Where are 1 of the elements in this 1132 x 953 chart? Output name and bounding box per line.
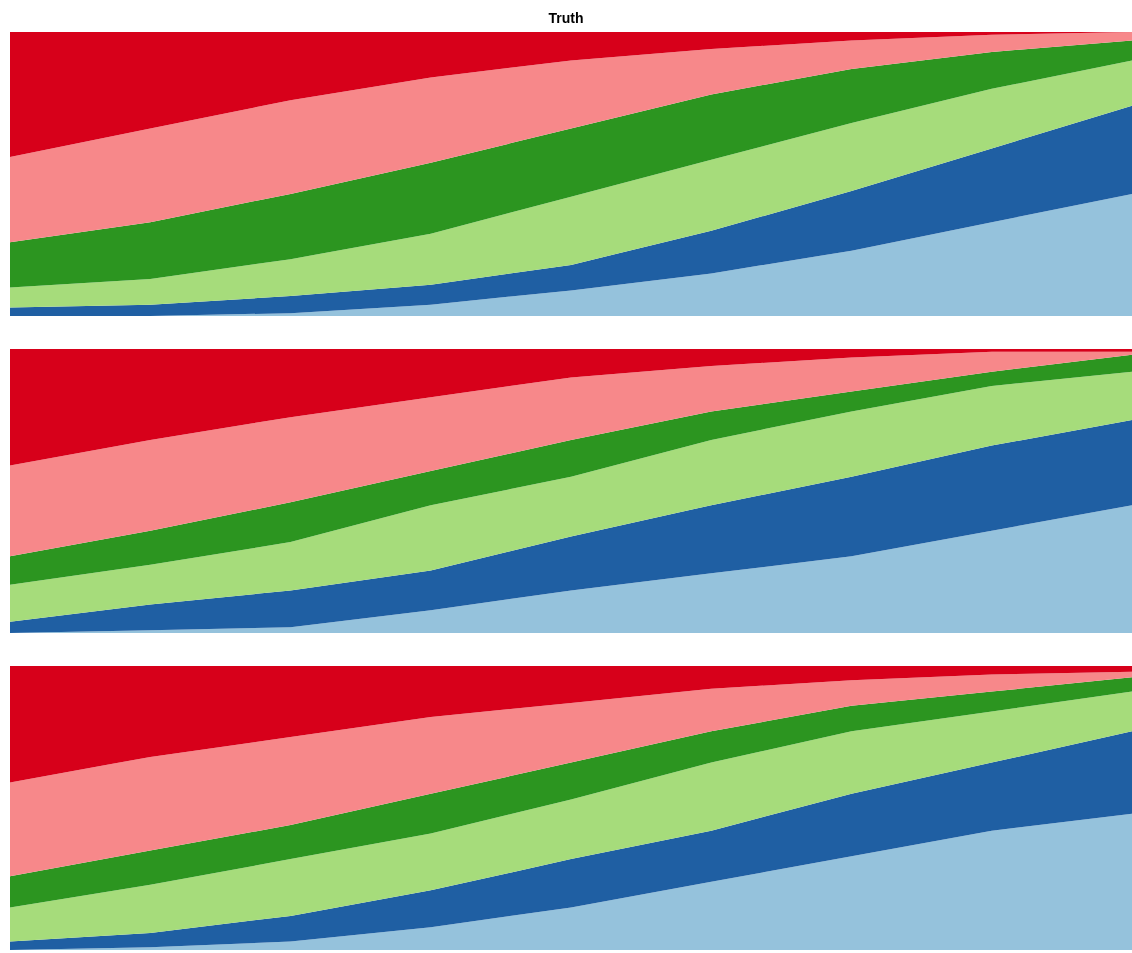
chart-title: Truth bbox=[548, 10, 584, 26]
